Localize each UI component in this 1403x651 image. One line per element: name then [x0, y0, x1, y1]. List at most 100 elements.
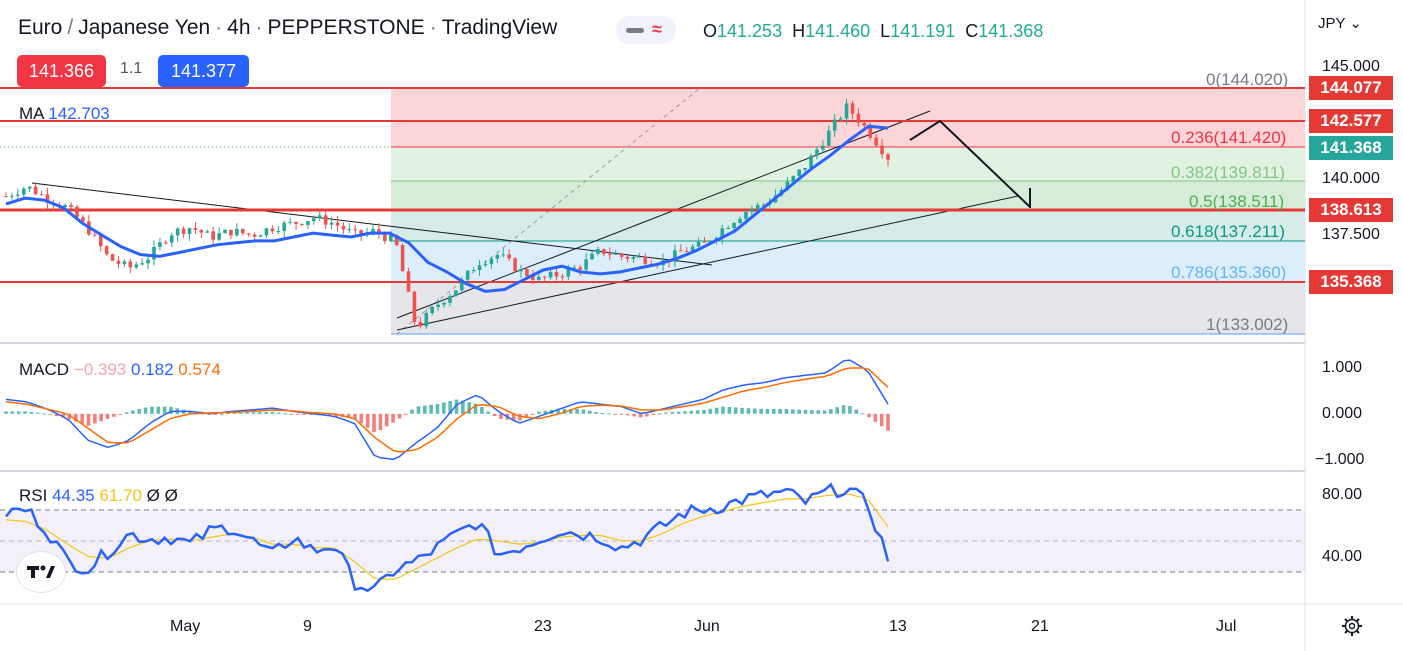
macd-signal-line[interactable]: [5, 367, 889, 453]
candle: [329, 222, 334, 225]
macd-bar: [80, 413, 84, 424]
candle: [643, 256, 648, 264]
candle: [702, 241, 707, 243]
macd-bar: [499, 413, 503, 419]
price-tag-last[interactable]: 141.368: [1309, 136, 1393, 160]
macd-histogram[interactable]: [4, 399, 890, 433]
macd-bar: [461, 400, 465, 414]
fib-label-5: 0.5(138.511): [1189, 192, 1285, 211]
rsi-value: 44.35: [52, 486, 95, 505]
candle: [164, 242, 168, 244]
price-tag-level[interactable]: 142.577: [1309, 109, 1393, 133]
candle: [4, 196, 8, 198]
tv-logo-icon: [27, 565, 55, 578]
macd-bar: [61, 413, 65, 418]
macd-bar: [467, 402, 472, 414]
high-value: 141.460: [805, 21, 871, 41]
platform: TradingView: [441, 16, 558, 39]
candle: [507, 254, 511, 259]
currency-selector[interactable]: JPY ⌄: [1318, 15, 1362, 32]
fib-zone-5-618: [391, 211, 1305, 241]
candle: [489, 258, 494, 264]
candle: [39, 194, 44, 196]
ma-line[interactable]: [5, 124, 889, 293]
candle: [347, 229, 352, 231]
price-tag-level[interactable]: 135.368: [1309, 270, 1393, 294]
candle: [471, 270, 476, 272]
chart-mode-toggle[interactable]: ≈: [616, 16, 676, 44]
price-tag-level[interactable]: 138.613: [1309, 198, 1393, 222]
macd-bar: [626, 413, 630, 416]
candle: [323, 215, 328, 225]
candle: [827, 130, 831, 146]
horizontal-levels[interactable]: [0, 87, 1305, 283]
macd-line[interactable]: [5, 359, 889, 461]
macd-bar: [854, 409, 859, 414]
macd-bar: [822, 410, 827, 414]
macd-signal-value: 0.574: [178, 360, 221, 379]
macd-bar: [568, 409, 573, 414]
macd-bar: [708, 408, 713, 414]
wave-icon: ≈: [652, 19, 662, 39]
price-tag-level[interactable]: 144.077: [1309, 76, 1393, 100]
candle: [282, 222, 287, 231]
candle: [844, 103, 849, 119]
candle: [602, 249, 606, 254]
candle: [838, 118, 843, 120]
macd-bar: [619, 413, 624, 415]
candle: [442, 302, 446, 305]
candle: [229, 229, 233, 236]
macd-bar: [258, 412, 262, 414]
candle: [16, 194, 20, 196]
projection-path[interactable]: [909, 119, 1031, 208]
macd-bar: [334, 413, 338, 417]
gear-icon[interactable]: [1342, 616, 1362, 636]
macd-bar: [296, 413, 300, 415]
rsi-legend[interactable]: RSI 44.35 61.70 Ø Ø: [19, 486, 178, 505]
macd-bar: [251, 412, 256, 414]
macd-bar: [238, 412, 243, 414]
candle: [750, 209, 754, 212]
candle: [465, 270, 470, 280]
macd-bar: [829, 409, 833, 414]
ma-value: 142.703: [48, 104, 110, 123]
ma-legend[interactable]: MA 142.703: [19, 104, 110, 123]
macd-bar: [765, 409, 770, 414]
candle: [584, 259, 588, 270]
macd-bar: [600, 412, 605, 414]
price-tick: 140.000: [1322, 170, 1380, 187]
macd-hist-value: −0.393: [73, 360, 127, 379]
candle: [832, 119, 837, 131]
macd-tick: −1.000: [1315, 451, 1365, 468]
candle: [607, 253, 612, 255]
sell-button[interactable]: 141.366: [17, 55, 106, 87]
candle: [300, 223, 304, 225]
spread-value: 1.1: [120, 60, 143, 77]
time-tick: Jun: [694, 618, 720, 635]
macd-bar: [873, 413, 878, 422]
candle: [306, 221, 310, 225]
macd-legend[interactable]: MACD −0.393 0.182 0.574: [19, 360, 221, 379]
symbol-title[interactable]: Euro / Japanese Yen · 4h · PEPPERSTONE · Trading…: [18, 16, 558, 39]
candle: [755, 204, 760, 210]
candle: [312, 218, 316, 222]
macd-bar: [695, 410, 700, 414]
candle: [240, 228, 245, 234]
macd-bar: [264, 412, 268, 414]
tradingview-logo[interactable]: [17, 552, 65, 592]
macd-bar: [480, 407, 484, 414]
interval[interactable]: 4h: [227, 16, 251, 39]
candle: [803, 168, 807, 170]
macd-bar: [99, 413, 103, 422]
candle: [554, 272, 559, 277]
channel-lower-line[interactable]: [396, 195, 1019, 331]
candle: [383, 233, 387, 242]
candle: [258, 235, 263, 237]
macd-bar: [524, 413, 529, 418]
buy-button[interactable]: 141.377: [158, 55, 249, 87]
macd-bar: [613, 413, 617, 415]
rsi-line[interactable]: [5, 482, 890, 593]
candle: [412, 291, 417, 323]
candle: [732, 223, 736, 229]
